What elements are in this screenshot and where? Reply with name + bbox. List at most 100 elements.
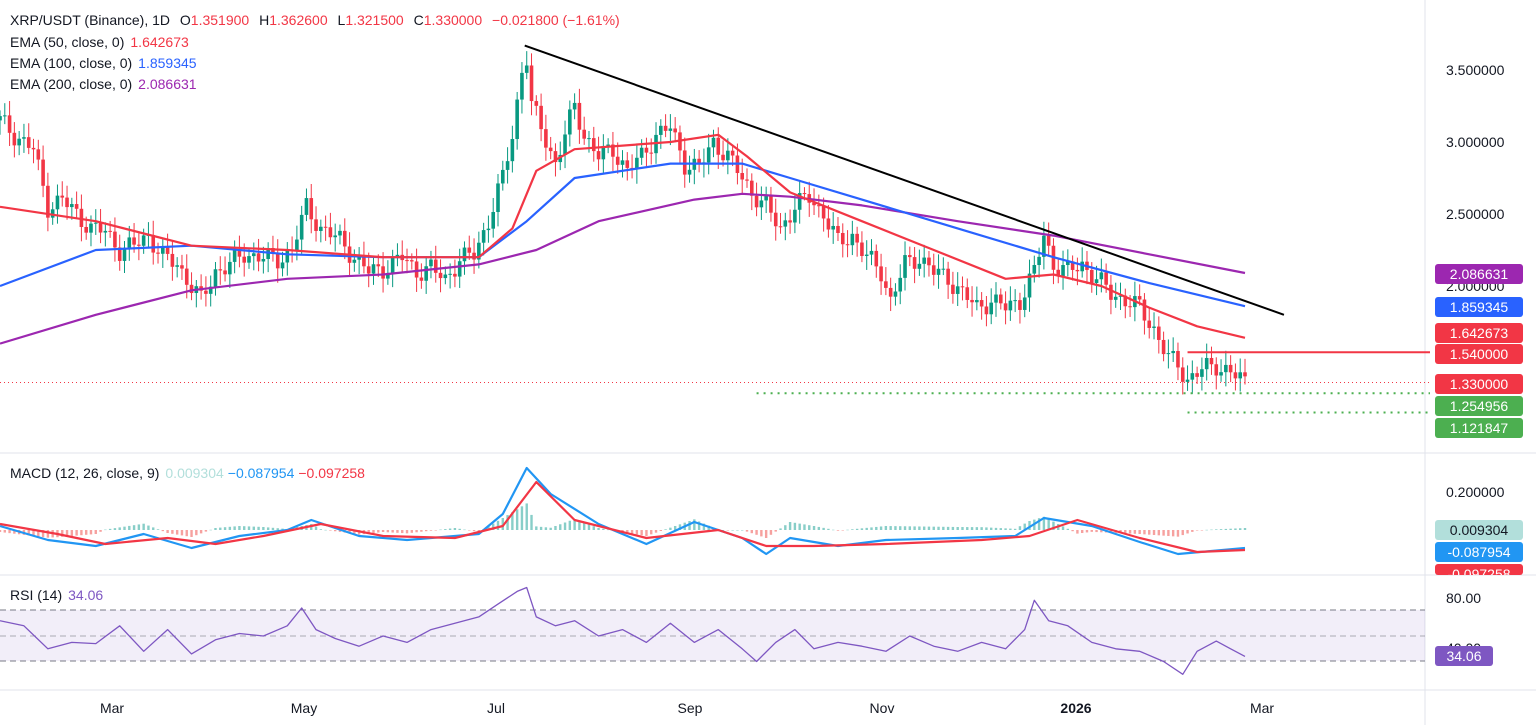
macd-histogram-bar <box>161 530 165 532</box>
macd-histogram-bar <box>951 526 955 530</box>
macd-histogram-bar <box>865 527 868 530</box>
macd-histogram-bar <box>1176 530 1180 537</box>
candle-body <box>783 220 788 227</box>
macd-histogram-bar <box>324 529 327 531</box>
macd-histogram-bar <box>860 528 864 530</box>
candle-body <box>1094 279 1099 284</box>
candle-body <box>1128 306 1132 308</box>
macd-histogram-bar <box>774 530 777 532</box>
symbol-title[interactable]: XRP/USDT (Binance), 1D <box>10 12 171 28</box>
candle-body <box>1209 357 1214 365</box>
candle-body <box>893 291 898 297</box>
macd-histogram-bar <box>1128 530 1132 534</box>
macd-histogram-bar <box>338 530 342 532</box>
candle-body <box>931 265 936 275</box>
candle-body <box>515 99 519 140</box>
rsi-legend[interactable]: RSI (14) 34.06 <box>10 587 104 603</box>
support2-price-label: 1.121847 <box>1435 418 1523 438</box>
macd-histogram-bar <box>223 527 227 530</box>
macd-histogram-bar <box>137 524 141 530</box>
candle-body <box>366 266 371 274</box>
candle-body <box>840 232 845 245</box>
macd-histogram-bar <box>348 530 351 534</box>
candle-body <box>955 286 960 294</box>
macd-histogram-bar <box>314 526 318 530</box>
macd-histogram-bar <box>41 530 45 538</box>
macd-histogram-bar <box>458 528 461 530</box>
candle-body <box>639 147 644 158</box>
macd-histogram-bar <box>1061 526 1065 530</box>
candle-body <box>1219 372 1223 376</box>
macd-histogram-bar <box>377 530 380 533</box>
candle-body <box>1238 372 1243 379</box>
macd-histogram-bar <box>1133 530 1137 534</box>
macd-histogram-bar <box>128 525 131 530</box>
macd-histogram-bar <box>448 528 452 530</box>
macd-histogram-bar <box>61 530 64 537</box>
change-value: −0.021800 (−1.61%) <box>492 12 620 28</box>
candle-body <box>663 125 668 131</box>
macd-histogram-bar <box>554 526 557 530</box>
macd-histogram-bar <box>1200 530 1204 531</box>
candle-body <box>644 147 649 153</box>
macd-histogram-bar <box>798 523 801 530</box>
candle-body <box>1027 273 1032 298</box>
candle-body <box>1152 326 1156 328</box>
candle-body <box>998 294 1003 304</box>
candle-body <box>903 255 907 278</box>
candle-body <box>812 202 816 206</box>
macd-legend[interactable]: MACD (12, 26, close, 9) 0.009304 −0.087954… <box>10 465 365 481</box>
macd-histogram-bar <box>1229 528 1232 530</box>
candle-body <box>596 151 601 160</box>
candle-body <box>821 205 826 219</box>
candle-body <box>1123 295 1128 307</box>
macd-histogram-bar <box>899 526 902 530</box>
candle-body <box>1190 373 1195 380</box>
macd-histogram-bar <box>1215 529 1218 530</box>
candle-body <box>443 274 448 279</box>
macd-histogram-bar <box>0 530 2 532</box>
macd-histogram-bar <box>908 526 912 530</box>
macd-histogram-bar <box>539 526 543 530</box>
ema50-legend[interactable]: EMA (50, close, 0) 1.642673 <box>10 34 189 50</box>
candle-body <box>544 129 548 148</box>
macd-histogram-bar <box>410 530 414 533</box>
candle-body <box>2 115 7 117</box>
macd-histogram-bar <box>515 509 519 530</box>
macd-histogram-bar <box>812 526 816 530</box>
macd-histogram-bar <box>645 530 648 536</box>
macd-line-label: -0.087954 <box>1435 542 1523 562</box>
candle-body <box>141 235 146 246</box>
macd-histogram-bar <box>396 530 399 533</box>
candle-body <box>424 266 428 281</box>
macd-histogram-bar <box>1181 530 1184 536</box>
macd-histogram-bar <box>444 529 447 530</box>
candle-body <box>1042 235 1046 257</box>
macd-histogram-bar <box>391 530 394 533</box>
candle-body <box>333 235 337 238</box>
candle-body <box>381 266 385 279</box>
rsi-price-label: 34.06 <box>1435 646 1493 666</box>
candle-body <box>860 242 864 256</box>
ema100-legend[interactable]: EMA (100, close, 0) 1.859345 <box>10 55 197 71</box>
macd-histogram-bar <box>678 524 682 530</box>
macd-histogram-bar <box>875 526 878 530</box>
macd-histogram-bar <box>697 521 701 530</box>
candle-body <box>1022 297 1027 310</box>
candle-body <box>960 286 965 288</box>
ema200-legend[interactable]: EMA (200, close, 0) 2.086631 <box>10 76 197 92</box>
macd-histogram-bar <box>889 526 892 530</box>
macd-histogram-bar <box>1186 530 1189 534</box>
macd-histogram-bar <box>1100 530 1103 533</box>
macd-histogram-bar <box>472 530 476 532</box>
macd-histogram-bar <box>266 527 270 530</box>
macd-histogram-bar <box>329 530 332 531</box>
candle-body <box>936 268 941 275</box>
candle-body <box>50 209 55 218</box>
candle-body <box>410 260 414 262</box>
candle-body <box>1109 284 1113 300</box>
candle-body <box>98 222 103 233</box>
macd-histogram-bar <box>961 527 964 530</box>
macd-histogram-bar <box>13 530 16 534</box>
